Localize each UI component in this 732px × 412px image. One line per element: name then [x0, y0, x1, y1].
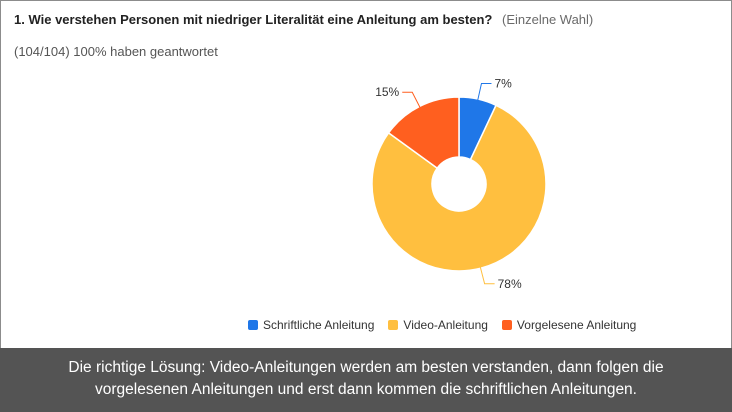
- data-label: 15%: [375, 85, 399, 99]
- response-count: (104/104) 100% haben geantwortet: [14, 44, 218, 59]
- question-type: (Einzelne Wahl): [501, 12, 594, 27]
- question-title: 1. Wie verstehen Personen mit niedriger …: [14, 12, 714, 27]
- donut-chart: 7% 78% 15%: [371, 76, 547, 291]
- question-text: 1. Wie verstehen Personen mit niedriger …: [14, 12, 493, 27]
- label-leader-line: [477, 82, 492, 102]
- data-label: 78%: [498, 277, 522, 291]
- label-leader-line: [402, 91, 421, 109]
- caption-line-2: vorgelesenen Anleitungen und erst dann k…: [94, 381, 637, 398]
- legend-swatch: [248, 320, 258, 330]
- legend-item[interactable]: Vorgelesene Anleitung: [501, 318, 637, 332]
- slice-video-anleitung[interactable]: [371, 104, 547, 272]
- legend-item[interactable]: Video-Anleitung: [388, 318, 488, 332]
- chart-legend: Schriftliche Anleitung Video-Anleitung Vor…: [248, 318, 636, 332]
- legend-swatch: [388, 320, 399, 330]
- label-leader-line: [479, 266, 495, 285]
- solution-caption: Die richtige Lösung: Video-Anleitungen w…: [0, 348, 732, 412]
- legend-item[interactable]: Schriftliche Anleitung: [248, 318, 374, 332]
- legend-label: Schriftliche Anleitung: [263, 318, 375, 332]
- data-label: 7%: [494, 76, 512, 90]
- caption-line-1: Die richtige Lösung: Video-Anleitungen w…: [68, 359, 664, 376]
- legend-label: Vorgelesene Anleitung: [516, 318, 637, 332]
- slice-vorgelesene-anleitung[interactable]: [387, 96, 460, 170]
- legend-swatch: [501, 320, 512, 330]
- legend-label: Video-Anleitung: [403, 318, 488, 332]
